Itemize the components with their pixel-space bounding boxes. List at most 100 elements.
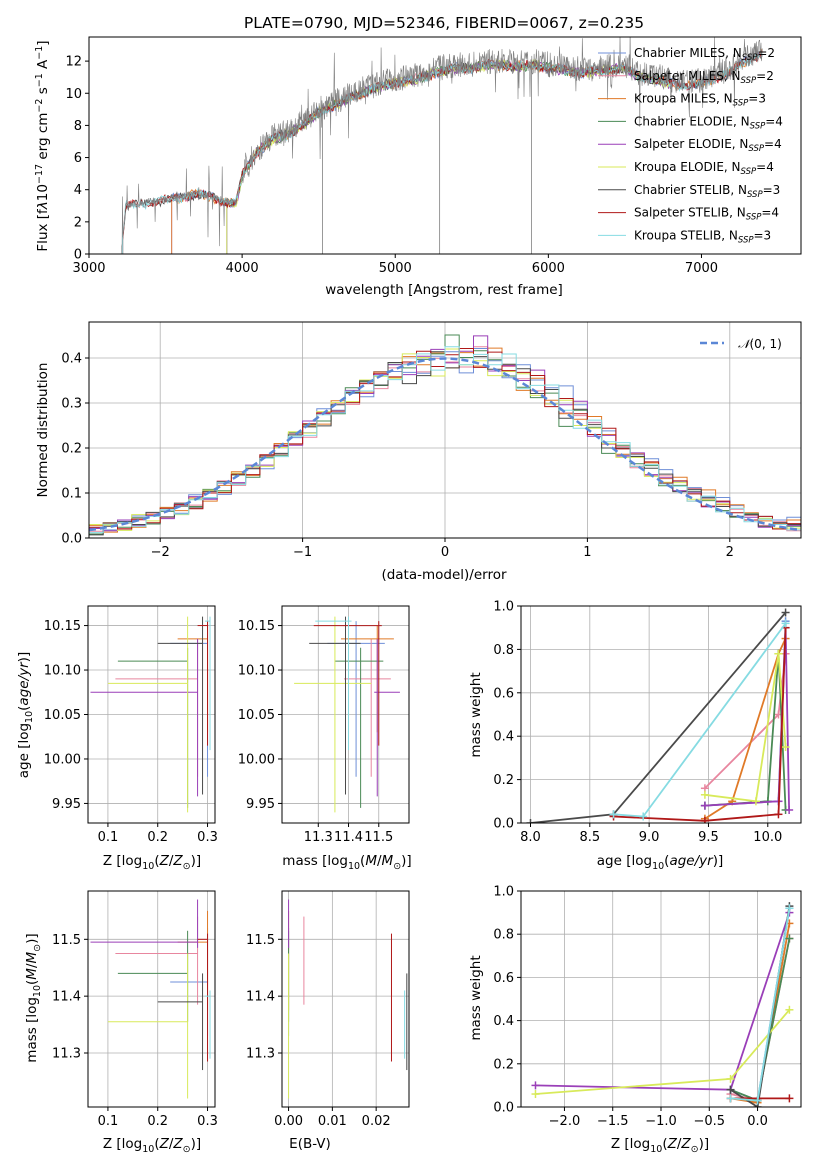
y-tick-label: 12	[65, 55, 82, 70]
y-tick-label: 10.10	[44, 664, 81, 679]
legend-label: Salpeter ELODIE, NSSP=4	[634, 137, 782, 154]
axes-frame	[520, 605, 802, 824]
z-age-xlabel: Z [log10(Z/Z⊙)]	[103, 853, 201, 872]
mass-age-xlabel: mass [log10(M/M⊙)]	[282, 853, 411, 872]
x-tick-label: 0.1	[98, 1114, 119, 1129]
mass-age-panel: 11.3 11.4 11.5 9.95 10.00 10.05 10.10 10.15	[238, 605, 410, 845]
y-tick-label: 1.0	[493, 600, 514, 615]
x-tick-label: 0.0	[747, 1114, 768, 1129]
legend-label: Chabrier STELIB, NSSP=3	[634, 183, 780, 200]
z-mass-ylabel: mass [log10(M/M⊙)]	[24, 933, 43, 1062]
x-tick-label: 11.4	[334, 830, 363, 845]
ebv-xlabel: E(B-V)	[289, 1136, 331, 1152]
y-tick-label: 8	[74, 119, 82, 134]
x-tick-label: 8.5	[579, 830, 600, 845]
x-tick-label: 4000	[226, 261, 259, 276]
x-tick-label: 7000	[685, 261, 718, 276]
y-tick-label: 0.6	[493, 686, 514, 701]
age-weight-xlabel: age [log10(age/yr)]	[597, 853, 723, 872]
legend-label: Chabrier ELODIE, NSSP=4	[634, 114, 783, 131]
residual-panel: −2 −1 0 1 2 0.0 0.1 0.2 0.3 0.4 (data-model)/erro…	[35, 321, 802, 583]
age-weight-ylabel: mass weight	[468, 672, 484, 757]
model-kroupa-elodie	[226, 58, 671, 254]
x-tick-label: 11.5	[364, 830, 393, 845]
error-bars	[294, 616, 400, 813]
y-tick-label: 10.00	[238, 752, 275, 767]
y-tick-label: 0	[74, 248, 82, 263]
data-spectrum	[120, 37, 763, 254]
legend-normal-label: 𝒩(0, 1)	[738, 337, 782, 351]
x-tick-label: −1.5	[597, 1114, 629, 1129]
weight-lines	[526, 608, 794, 823]
spectrum-ylabel: Flux [fλ10−17 erg cm−2 s−1 A−1]	[34, 40, 51, 251]
y-tick-label: 11.5	[52, 933, 81, 948]
z-weight-ylabel: mass weight	[468, 955, 484, 1040]
x-tick-label: 0.00	[274, 1114, 303, 1129]
weight-chabrier-stelib	[730, 905, 791, 1107]
histograms	[89, 334, 801, 536]
weight-kroupa-elodie	[535, 1009, 791, 1095]
y-tick-label: 0.1	[61, 487, 82, 502]
y-tick-label: 11.4	[52, 990, 81, 1005]
x-tick-label: 11.3	[304, 830, 333, 845]
weight-lines	[531, 902, 794, 1107]
y-tick-label: 0.2	[493, 773, 514, 788]
x-tick-label: −2.0	[549, 1114, 581, 1129]
y-tick-label: 10.05	[44, 708, 81, 723]
x-tick-label: −1.0	[645, 1114, 677, 1129]
residual-ylabel: Normed distribution	[35, 363, 51, 498]
y-tick-label: 0.4	[493, 730, 514, 745]
axes-frame	[87, 890, 216, 1108]
axes-frame	[281, 605, 410, 824]
y-tick-label: 10.05	[238, 708, 275, 723]
y-tick-label: 0.0	[61, 532, 82, 547]
y-tick-label: 4	[74, 183, 82, 198]
y-tick-label: 0.8	[493, 928, 514, 943]
x-tick-label: 0.02	[362, 1114, 391, 1129]
axes-frame	[87, 605, 216, 824]
legend-label: Salpeter MILES, NSSP=2	[634, 69, 774, 86]
weight-kroupa-miles	[704, 638, 787, 820]
z-age-panel: 0.1 0.2 0.3 9.95 10.00 10.05 10.10 10.15	[44, 605, 218, 845]
axes-frame	[281, 890, 410, 1108]
y-tick-label: 0.0	[493, 1101, 514, 1116]
x-tick-label: 0.2	[147, 830, 168, 845]
spectrum-title: PLATE=0790, MJD=52346, FIBERID=0067, z=0…	[244, 14, 644, 32]
y-tick-label: 1.0	[493, 885, 514, 900]
z-weight-panel: −2.0 −1.5 −1.0 −0.5 0.0 0.0 0.2 0.4 0.6 0.8 1.0	[493, 885, 802, 1129]
x-tick-label: 6000	[532, 261, 565, 276]
age-weight-panel: 8.0 8.5 9.0 9.5 10.0 0.0 0.2 0.4 0.6 0.8 1.0	[493, 600, 802, 845]
x-tick-label: −1	[293, 545, 312, 560]
y-tick-label: 0.2	[493, 1057, 514, 1072]
y-tick-label: 10.00	[44, 752, 81, 767]
y-tick-label: 2	[74, 215, 82, 230]
spectrum-xlabel: wavelength [Angstrom, rest frame]	[325, 282, 563, 298]
axes-frame	[88, 321, 802, 539]
model-salpeter-elodie	[226, 58, 671, 254]
x-tick-label: 3000	[72, 261, 105, 276]
model-chabrier-elodie	[226, 59, 671, 254]
z-mass-panel: 0.1 0.2 0.3 11.3 11.4 11.5	[52, 890, 218, 1129]
axes-frame	[88, 36, 802, 255]
x-tick-label: 0.1	[98, 830, 119, 845]
axes-frame	[520, 890, 802, 1108]
y-tick-label: 11.3	[246, 1047, 275, 1062]
y-tick-label: 10.15	[44, 619, 81, 634]
x-tick-label: −2	[151, 545, 170, 560]
x-tick-label: 0.01	[318, 1114, 347, 1129]
normal-curve	[89, 357, 801, 532]
error-bars	[288, 899, 408, 1099]
x-tick-label: 1	[583, 545, 591, 560]
y-tick-label: 0.8	[493, 643, 514, 658]
x-tick-label: 2	[726, 545, 734, 560]
y-tick-label: 6	[74, 151, 82, 166]
weight-kroupa-miles	[730, 923, 791, 1104]
error-bars	[90, 616, 211, 813]
z-mass-xlabel: Z [log10(Z/Z⊙)]	[103, 1136, 201, 1155]
z-weight-xlabel: Z [log10(Z/Z⊙)]	[611, 1136, 709, 1155]
x-tick-label: −0.5	[693, 1114, 725, 1129]
y-tick-label: 11.4	[246, 990, 275, 1005]
x-tick-label: 0.3	[197, 1114, 218, 1129]
y-tick-label: 9.95	[52, 797, 81, 812]
